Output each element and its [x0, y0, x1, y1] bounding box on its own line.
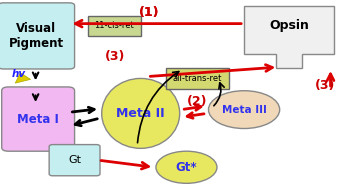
Text: (3): (3)	[105, 50, 125, 63]
Text: Visual
Pigment: Visual Pigment	[9, 22, 64, 50]
Text: all-trans-ret: all-trans-ret	[173, 74, 222, 83]
Text: hv: hv	[12, 69, 26, 79]
Ellipse shape	[156, 151, 217, 183]
Ellipse shape	[208, 91, 280, 129]
Polygon shape	[15, 73, 31, 83]
Text: (2): (2)	[187, 95, 207, 108]
Text: (3): (3)	[315, 80, 336, 92]
FancyBboxPatch shape	[2, 87, 75, 151]
FancyBboxPatch shape	[49, 145, 100, 176]
Text: Meta I: Meta I	[17, 113, 59, 125]
Polygon shape	[244, 6, 334, 68]
FancyBboxPatch shape	[166, 68, 229, 89]
Ellipse shape	[102, 78, 180, 148]
Text: Meta III: Meta III	[222, 105, 266, 115]
FancyBboxPatch shape	[0, 3, 75, 69]
Text: Meta II: Meta II	[116, 107, 165, 120]
Text: 11-cis-ret: 11-cis-ret	[95, 22, 134, 30]
Text: Gt*: Gt*	[176, 161, 197, 174]
FancyBboxPatch shape	[88, 16, 141, 36]
Text: Gt: Gt	[68, 155, 81, 165]
Text: (1): (1)	[139, 6, 159, 19]
Text: Opsin: Opsin	[269, 19, 309, 32]
Text: (1): (1)	[139, 6, 159, 19]
